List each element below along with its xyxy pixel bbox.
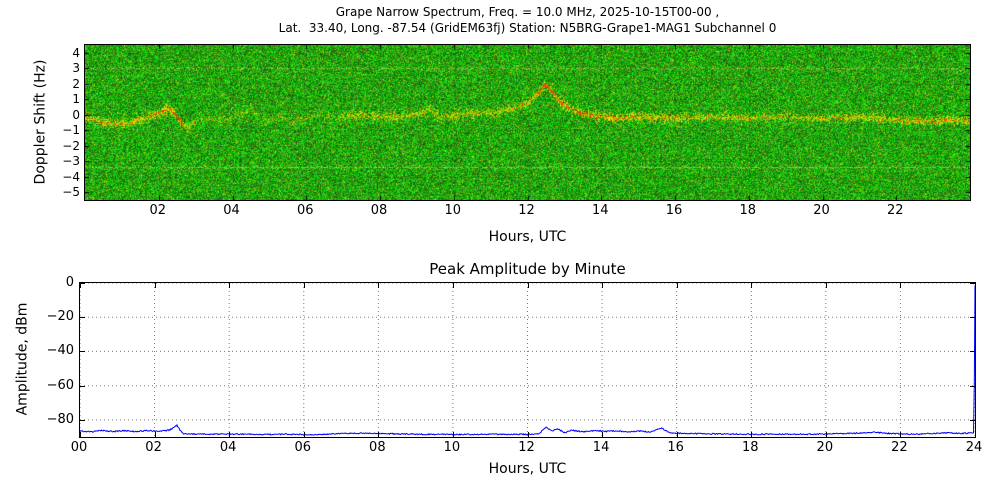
amplitude-x-tick-label: 14	[592, 440, 610, 455]
spectrogram-x-tick-labels: 02 04 06 08 10 12 14 16 18 20 22	[84, 204, 971, 222]
amplitude-x-tick-labels: 00 02 04 06 08 10 12 14 16 18 20 22 24	[71, 440, 983, 459]
amplitude-plot-area	[79, 282, 976, 438]
spectrogram-x-tick-label: 14	[591, 203, 609, 218]
spectrogram-y-tick-label: 2	[72, 76, 80, 91]
amplitude-y-tick-label: −80	[46, 411, 74, 427]
spectrogram-y-tick-label: 3	[72, 61, 80, 76]
amplitude-y-tick-labels: 0 −20 −40 −60 −80	[0, 276, 74, 437]
spectrogram-x-tick-label: 12	[518, 203, 535, 218]
spectrogram-x-tick-label: 02	[149, 203, 167, 218]
spectrogram-title-line1: Grape Narrow Spectrum, Freq. = 10.0 MHz,…	[335, 5, 720, 19]
spectrogram-y-tick-labels: 4 3 2 1 0 −1 −2 −3 −4 −5	[2, 45, 80, 200]
spectrogram-title-line2: Lat. 33.40, Long. -87.54 (GridEM63fj) St…	[278, 21, 777, 35]
spectrogram-y-tick-label: 4	[72, 45, 80, 60]
amplitude-x-tick-label: 18	[741, 440, 759, 455]
amplitude-y-tick-label: 0	[65, 275, 74, 290]
amplitude-x-tick-label: 12	[518, 440, 535, 455]
spectrogram-plot-area	[84, 44, 971, 201]
spectrogram-x-tick-label: 06	[296, 203, 314, 218]
spectrogram-y-tick-label: −3	[62, 154, 80, 169]
amplitude-x-tick-label: 16	[667, 440, 684, 455]
amplitude-x-tick-label: 06	[294, 440, 312, 455]
spectrogram-x-tick-label: 18	[739, 203, 757, 218]
amplitude-y-tick-label: −20	[46, 309, 74, 325]
amplitude-x-tick-label: 08	[369, 440, 386, 455]
spectrogram-y-tick-label: 0	[72, 107, 80, 122]
spectrogram-x-axis-label: Hours, UTC	[488, 229, 567, 245]
amplitude-x-tick-label: 20	[816, 440, 834, 455]
spectrogram-x-tick-label: 04	[223, 203, 240, 218]
spectrogram-x-tick-label: 16	[665, 203, 683, 218]
amplitude-y-tick-label: −40	[46, 343, 74, 359]
peak-amplitude-line	[80, 285, 975, 436]
amplitude-y-tick-label: −60	[46, 377, 74, 393]
spectrogram-image	[85, 45, 970, 200]
amplitude-chart-title: Peak Amplitude by Minute	[429, 260, 626, 278]
amplitude-x-tick-label: 10	[443, 440, 461, 455]
spectrogram-y-tick-label: −5	[62, 185, 80, 200]
amplitude-x-tick-label: 04	[219, 440, 237, 455]
amplitude-x-tick-label: 00	[70, 440, 88, 455]
spectrogram-y-tick-label: −4	[62, 169, 80, 184]
amplitude-x-axis-label: Hours, UTC	[488, 461, 567, 477]
amplitude-x-tick-label: 22	[891, 440, 908, 455]
spectrogram-y-tick-label: 1	[72, 92, 80, 107]
amplitude-line-chart	[80, 283, 975, 437]
spectrogram-x-tick-label: 10	[444, 203, 462, 218]
spectrogram-x-tick-label: 20	[813, 203, 830, 218]
spectrogram-y-tick-label: −1	[62, 123, 80, 138]
amplitude-x-tick-label: 24	[965, 440, 983, 455]
spectrogram-y-tick-label: −2	[62, 138, 80, 153]
spectrogram-x-tick-label: 22	[886, 203, 904, 218]
spectrogram-x-tick-label: 08	[370, 203, 388, 218]
amplitude-x-tick-label: 02	[145, 440, 162, 455]
